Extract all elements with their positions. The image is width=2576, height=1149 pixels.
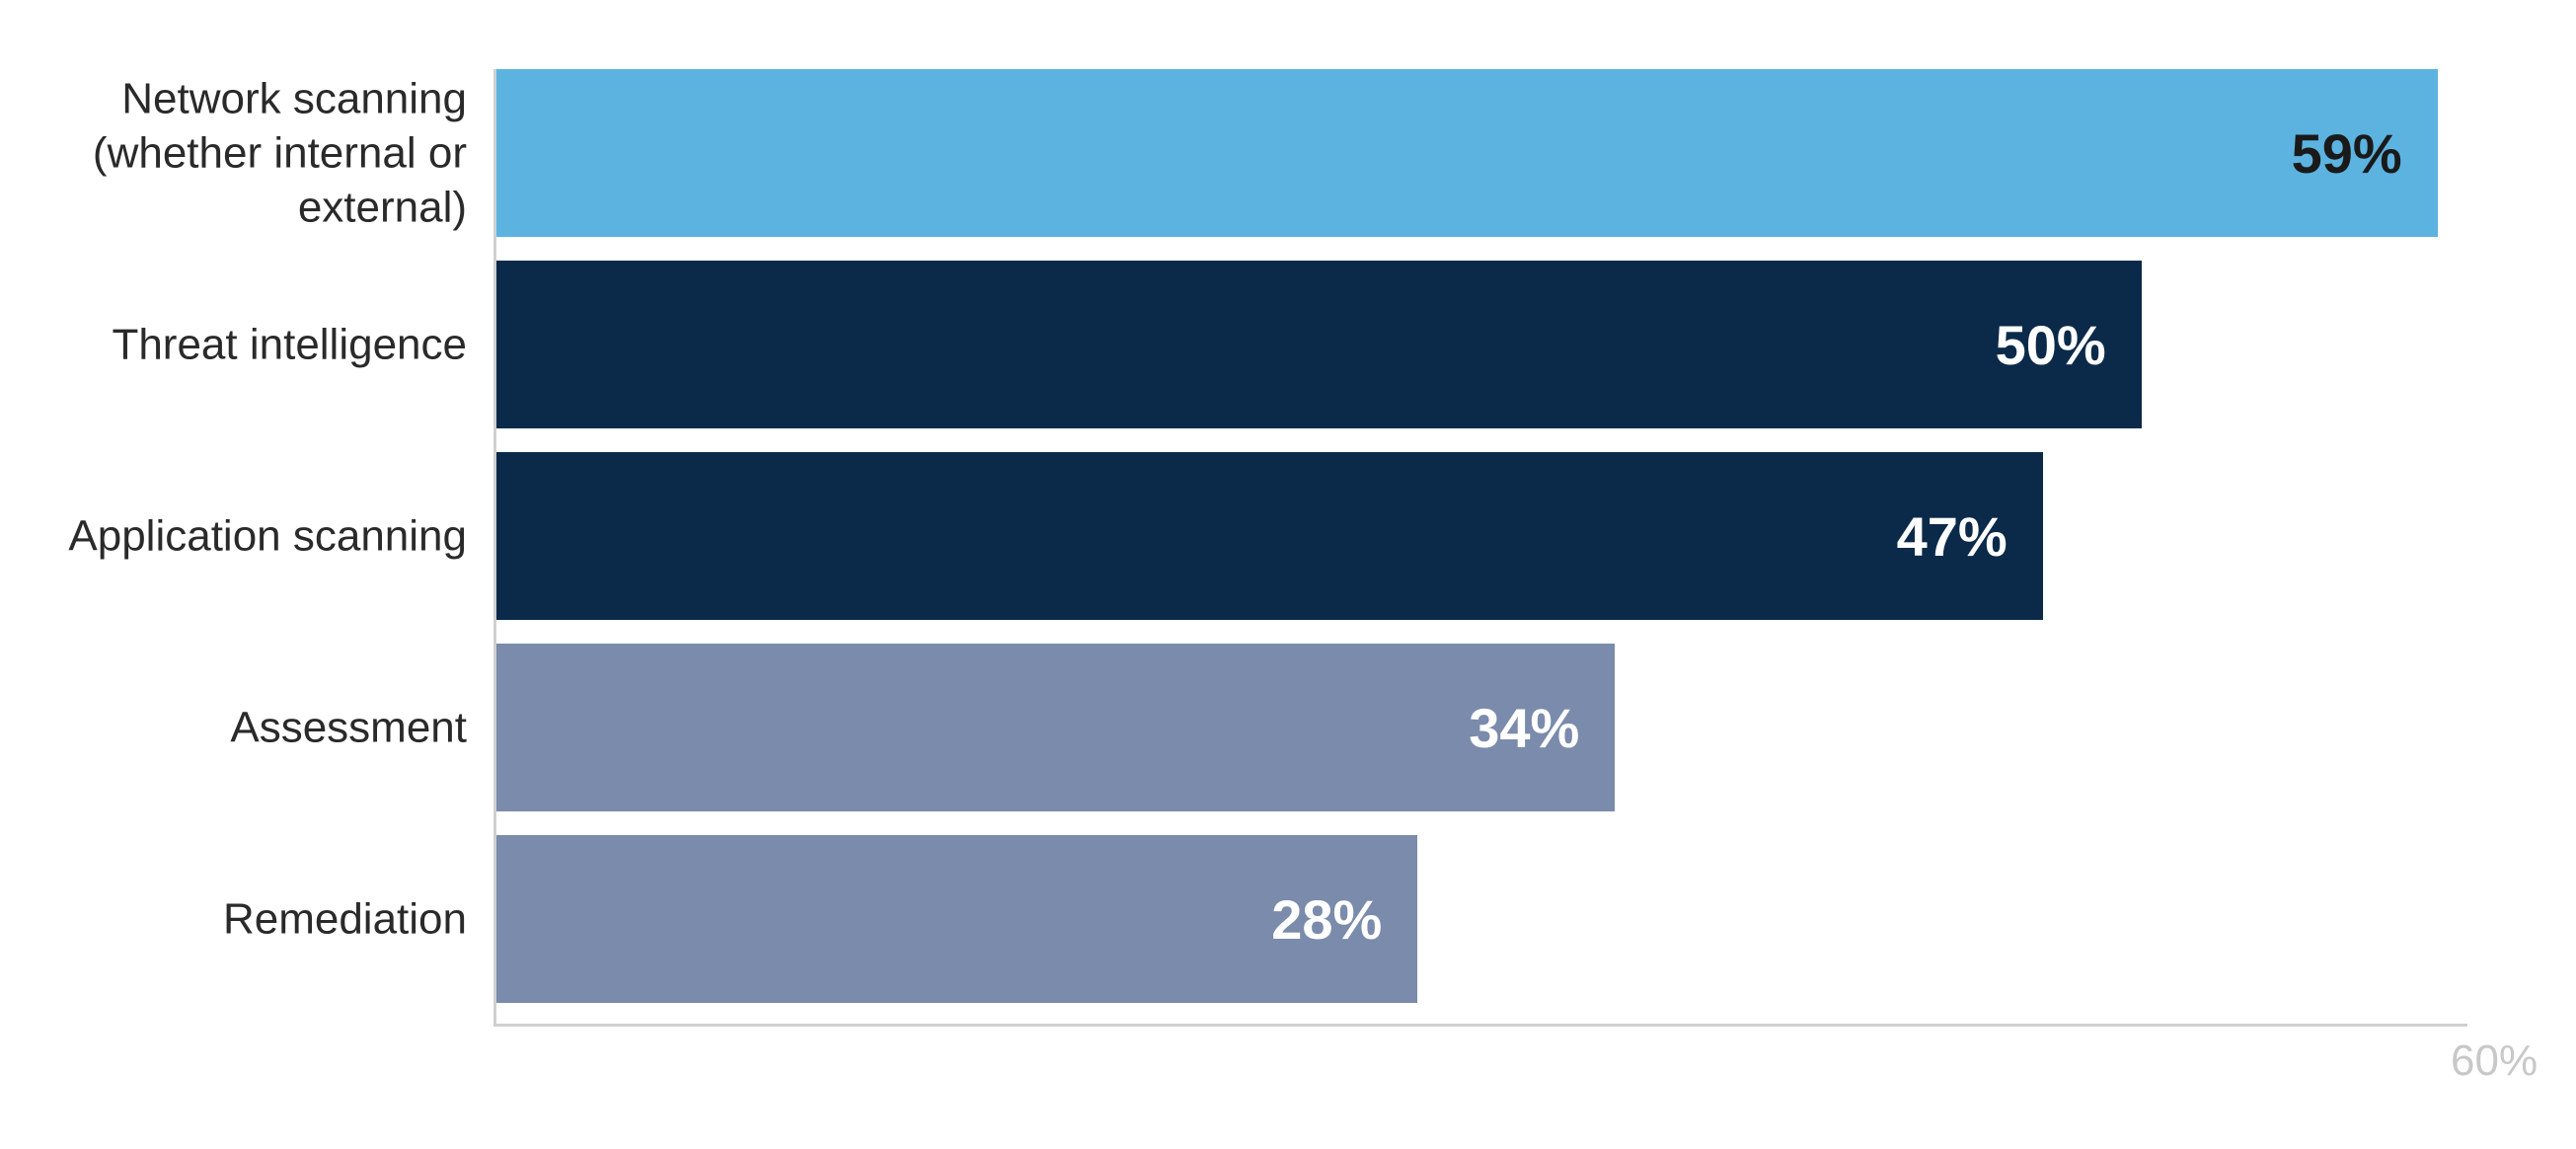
bar-row: Assessment 34% [496,644,2467,811]
bar: 50% [496,261,2142,428]
plot-area: Network scanning (whether internal or ex… [493,69,2467,1027]
bar: 34% [496,644,1615,811]
bar-row: Remediation 28% [496,835,2467,1003]
bar-label: Application scanning [33,509,467,564]
bar-label: Assessment [33,701,467,755]
bar: 28% [496,835,1417,1003]
x-axis-tick-label: 60% [2451,1036,2538,1086]
bar-label: Threat intelligence [33,318,467,372]
bar: 47% [496,452,2043,620]
bar-row: Threat intelligence 50% [496,261,2467,428]
bar-value: 28% [1271,887,1382,952]
bar-value: 34% [1469,696,1579,760]
bar-chart: Network scanning (whether internal or ex… [39,69,2537,1106]
bar: 59% [496,69,2438,237]
bar-label: Remediation [33,892,467,947]
bar-value: 50% [1996,313,2106,377]
bar-row: Application scanning 47% [496,452,2467,620]
bar-value: 59% [2292,121,2402,186]
bar-value: 47% [1897,504,2008,569]
bar-label: Network scanning (whether internal or ex… [33,72,467,235]
bar-row: Network scanning (whether internal or ex… [496,69,2467,237]
